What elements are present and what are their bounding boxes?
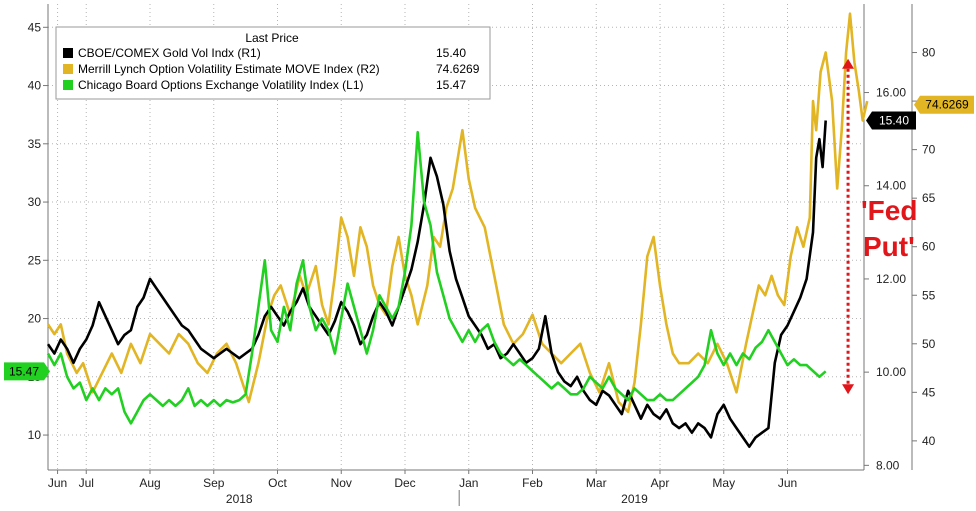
annotation-text-line1: 'Fed bbox=[861, 195, 917, 226]
legend: Last Price CBOE/COMEX Gold Vol Indx (R1)… bbox=[55, 26, 491, 100]
right2-tick-label: 65 bbox=[922, 191, 936, 205]
left-tick-label: 30 bbox=[28, 195, 42, 209]
legend-swatch-vix bbox=[63, 80, 73, 90]
right2-tick-label: 45 bbox=[922, 385, 936, 399]
move-current-flag: 74.6269 bbox=[914, 95, 974, 114]
right2-tick-label: 40 bbox=[922, 434, 936, 448]
gold-vol-series-line bbox=[46, 120, 827, 448]
move-series-line bbox=[46, 12, 869, 414]
x-tick-label: Jun bbox=[778, 476, 797, 490]
x-year-label: 2019 bbox=[621, 492, 648, 506]
vix-series-line bbox=[46, 130, 827, 425]
legend-box bbox=[55, 26, 491, 100]
x-tick-label: Feb bbox=[522, 476, 543, 490]
right1-tick-label: 14.00 bbox=[876, 179, 906, 193]
axes: 10152025303540458.0010.0012.0014.0016.00… bbox=[4, 4, 974, 506]
x-tick-label: Jul bbox=[79, 476, 94, 490]
legend-label-vix: Chicago Board Options Exchange Volatilit… bbox=[78, 78, 364, 92]
legend-label-gold-vol: CBOE/COMEX Gold Vol Indx (R1) bbox=[78, 46, 261, 60]
left-tick-label: 20 bbox=[28, 312, 42, 326]
right2-tick-label: 60 bbox=[922, 240, 936, 254]
annotation-text-line2: Put' bbox=[863, 231, 915, 262]
gold-vol-current-flag: 15.40 bbox=[866, 111, 916, 130]
x-tick-label: May bbox=[712, 476, 735, 490]
right2-tick-label: 70 bbox=[922, 143, 936, 157]
legend-value-gold-vol: 15.40 bbox=[436, 46, 466, 60]
x-tick-label: Dec bbox=[394, 476, 415, 490]
x-tick-label: Aug bbox=[139, 476, 160, 490]
legend-value-vix: 15.47 bbox=[436, 78, 466, 92]
x-tick-label: Apr bbox=[651, 476, 670, 490]
vix-current-flag-text: 15.47 bbox=[9, 364, 39, 378]
grid-lines bbox=[48, 4, 864, 470]
legend-title: Last Price bbox=[245, 31, 299, 45]
right1-tick-label: 8.00 bbox=[876, 458, 900, 472]
annotation-arrow-head-top bbox=[842, 58, 855, 69]
move-current-flag-bg bbox=[914, 95, 974, 114]
left-tick-label: 35 bbox=[28, 137, 42, 151]
x-tick-label: Jan bbox=[459, 476, 478, 490]
gold-vol-current-flag-text: 15.40 bbox=[879, 114, 909, 128]
legend-swatch-gold-vol bbox=[63, 48, 73, 58]
x-year-label: 2018 bbox=[226, 492, 253, 506]
left-tick-label: 25 bbox=[28, 253, 42, 267]
legend-label-move: Merrill Lynch Option Volatility Estimate… bbox=[78, 62, 380, 76]
x-tick-label: Mar bbox=[586, 476, 607, 490]
annotation-arrow-head-bottom bbox=[842, 384, 855, 395]
right1-tick-label: 12.00 bbox=[876, 272, 906, 286]
right2-tick-label: 80 bbox=[922, 46, 936, 60]
legend-swatch-move bbox=[63, 64, 73, 74]
right1-tick-label: 10.00 bbox=[876, 365, 906, 379]
x-tick-label: Nov bbox=[331, 476, 352, 490]
legend-value-move: 74.6269 bbox=[436, 62, 480, 76]
vix-current-flag-bg bbox=[4, 362, 50, 381]
series-lines bbox=[46, 12, 869, 448]
vix-current-flag: 15.47 bbox=[4, 362, 50, 381]
left-tick-label: 40 bbox=[28, 79, 42, 93]
x-tick-label: Oct bbox=[268, 476, 287, 490]
fed-put-annotation: 'Fed Put' bbox=[842, 58, 917, 395]
left-tick-label: 45 bbox=[28, 20, 42, 34]
right2-tick-label: 55 bbox=[922, 288, 936, 302]
move-current-flag-text: 74.6269 bbox=[925, 98, 969, 112]
right2-tick-label: 50 bbox=[922, 337, 936, 351]
right1-tick-label: 16.00 bbox=[876, 86, 906, 100]
x-tick-label: Sep bbox=[203, 476, 225, 490]
x-tick-label: Jun bbox=[48, 476, 67, 490]
left-tick-label: 10 bbox=[28, 428, 42, 442]
gold-vol-current-flag-bg bbox=[866, 111, 916, 130]
